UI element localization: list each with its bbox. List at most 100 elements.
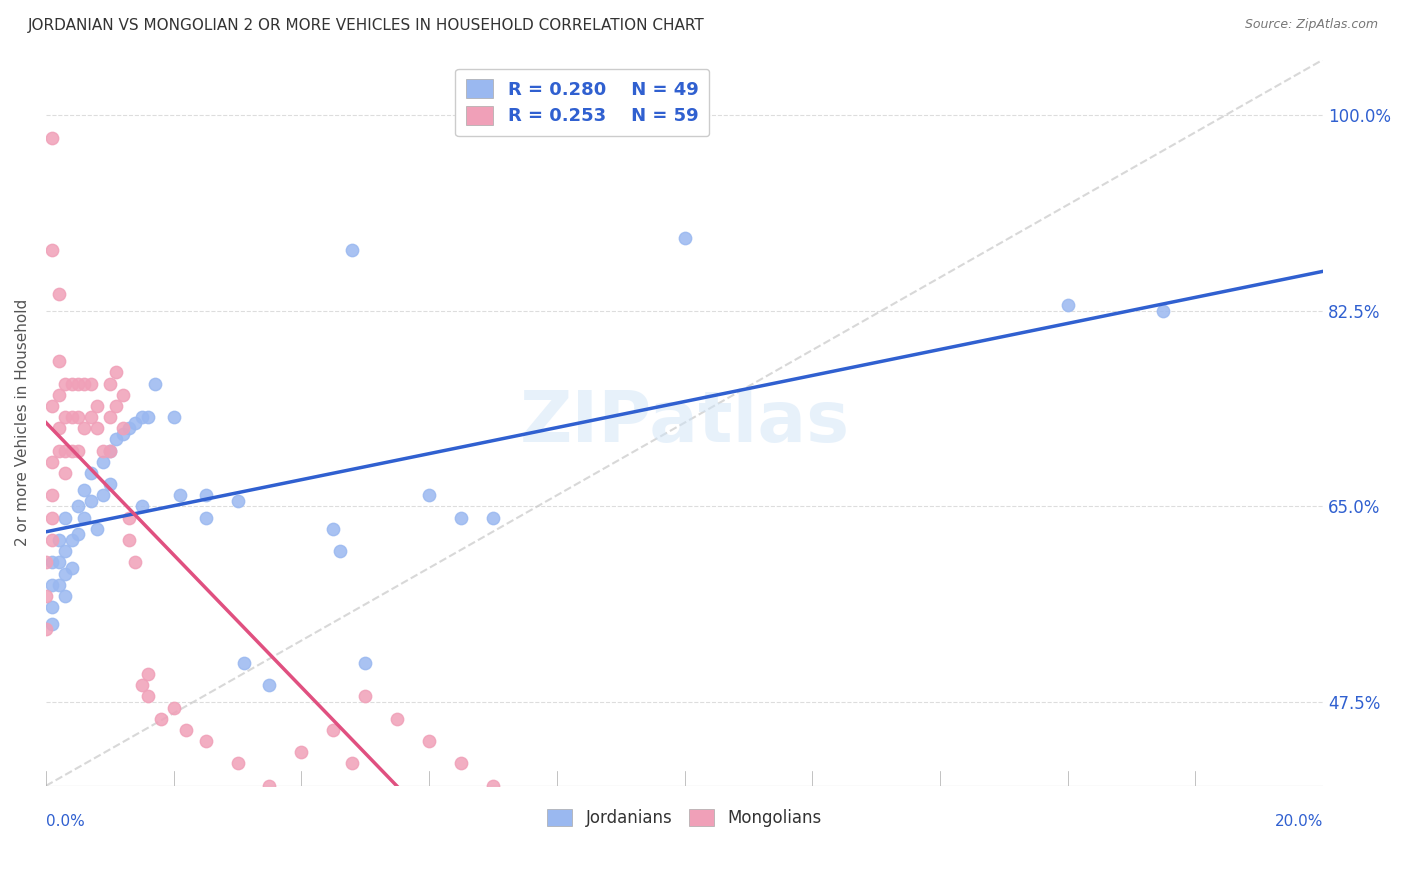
Jordanians [48,555,70,569]
Jordanians [163,410,186,425]
Jordanians [482,510,505,524]
Mongolians [60,443,83,458]
Jordanians [48,533,70,547]
Jordanians [53,566,76,581]
Mongolians [48,388,70,402]
Jordanians [53,544,76,558]
Jordanians [73,483,96,497]
Mongolians [48,287,70,301]
Mongolians [98,410,121,425]
Jordanians [41,555,63,569]
Jordanians [1153,304,1175,318]
Jordanians [41,616,63,631]
Jordanians [98,443,121,458]
Jordanians [226,494,249,508]
Mongolians [48,443,70,458]
Mongolians [66,376,89,391]
Mongolians [322,723,344,737]
Mongolians [53,410,76,425]
Jordanians [232,656,254,670]
Jordanians [66,500,89,514]
Mongolians [53,376,76,391]
Mongolians [226,756,249,771]
Mongolians [354,690,377,704]
Mongolians [41,243,63,257]
Mongolians [136,667,159,681]
Mongolians [86,399,108,413]
Mongolians [60,410,83,425]
Jordanians [418,488,440,502]
Mongolians [41,533,63,547]
Text: ZIPatlas: ZIPatlas [519,388,849,458]
Mongolians [105,366,128,380]
Jordanians [53,589,76,603]
Legend: Jordanians, Mongolians: Jordanians, Mongolians [538,801,830,836]
Text: Source: ZipAtlas.com: Source: ZipAtlas.com [1244,18,1378,31]
Mongolians [111,388,134,402]
Mongolians [35,623,58,637]
Mongolians [41,130,63,145]
Jordanians [194,488,217,502]
Jordanians [143,376,166,391]
Jordanians [354,656,377,670]
Mongolians [105,399,128,413]
Mongolians [450,756,472,771]
Mongolians [53,466,76,480]
Jordanians [131,500,153,514]
Mongolians [124,555,146,569]
Jordanians [48,577,70,591]
Mongolians [41,488,63,502]
Jordanians [259,678,281,692]
Jordanians [329,544,352,558]
Jordanians [41,577,63,591]
Jordanians [111,426,134,441]
Mongolians [342,756,364,771]
Mongolians [35,589,58,603]
Text: 0.0%: 0.0% [46,814,84,829]
Mongolians [136,690,159,704]
Mongolians [60,376,83,391]
Mongolians [48,421,70,435]
Mongolians [385,712,408,726]
Mongolians [259,779,281,793]
Mongolians [418,734,440,748]
Mongolians [118,510,141,524]
Jordanians [60,533,83,547]
Mongolians [41,510,63,524]
Jordanians [118,421,141,435]
Jordanians [194,510,217,524]
Jordanians [66,527,89,541]
Jordanians [93,488,115,502]
Mongolians [53,443,76,458]
Jordanians [60,561,83,575]
Mongolians [131,678,153,692]
Jordanians [86,522,108,536]
Mongolians [79,410,101,425]
Mongolians [93,443,115,458]
Mongolians [163,700,186,714]
Jordanians [124,416,146,430]
Mongolians [48,354,70,368]
Jordanians [79,494,101,508]
Jordanians [169,488,191,502]
Jordanians [136,410,159,425]
Jordanians [322,522,344,536]
Mongolians [66,410,89,425]
Mongolians [149,712,172,726]
Mongolians [482,779,505,793]
Mongolians [41,399,63,413]
Mongolians [118,533,141,547]
Text: 20.0%: 20.0% [1275,814,1323,829]
Jordanians [53,510,76,524]
Jordanians [93,455,115,469]
Mongolians [86,421,108,435]
Jordanians [98,477,121,491]
Jordanians [450,510,472,524]
Mongolians [73,421,96,435]
Text: JORDANIAN VS MONGOLIAN 2 OR MORE VEHICLES IN HOUSEHOLD CORRELATION CHART: JORDANIAN VS MONGOLIAN 2 OR MORE VEHICLE… [28,18,704,33]
Mongolians [35,555,58,569]
Jordanians [41,600,63,615]
Mongolians [176,723,198,737]
Jordanians [1056,298,1078,312]
Jordanians [673,231,696,245]
